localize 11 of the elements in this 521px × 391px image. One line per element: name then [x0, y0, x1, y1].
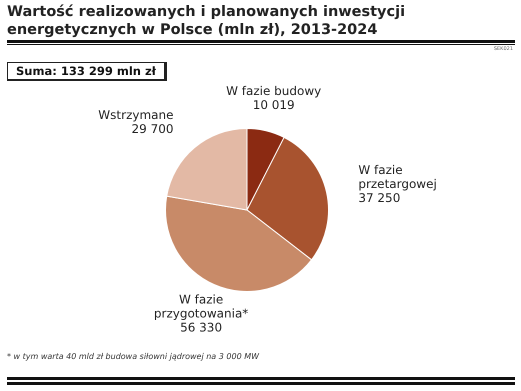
- data-label: 37 250: [358, 191, 400, 206]
- data-label: 29 700: [131, 122, 174, 136]
- text: Suma: 133 299 mln zł: [7, 62, 167, 81]
- data-label: 10 019: [252, 98, 295, 112]
- slice-label: W fazie budowy: [226, 84, 322, 98]
- text: * w tym warta 40 mld zł budowa siłowni jądrowej na 3 000 MW: [7, 352, 260, 361]
- chart-title: Wartość realizowanych i planowanych inwestycji energetycznych w Polsce (mln zł), 2013-2024: [7, 3, 406, 39]
- slice-label: W fazie przygotowania*: [154, 292, 248, 321]
- data-label: 56 330: [180, 320, 222, 335]
- slice-label: Wstrzymane: [98, 108, 174, 122]
- slice-label: W fazie przetargowej: [358, 163, 437, 192]
